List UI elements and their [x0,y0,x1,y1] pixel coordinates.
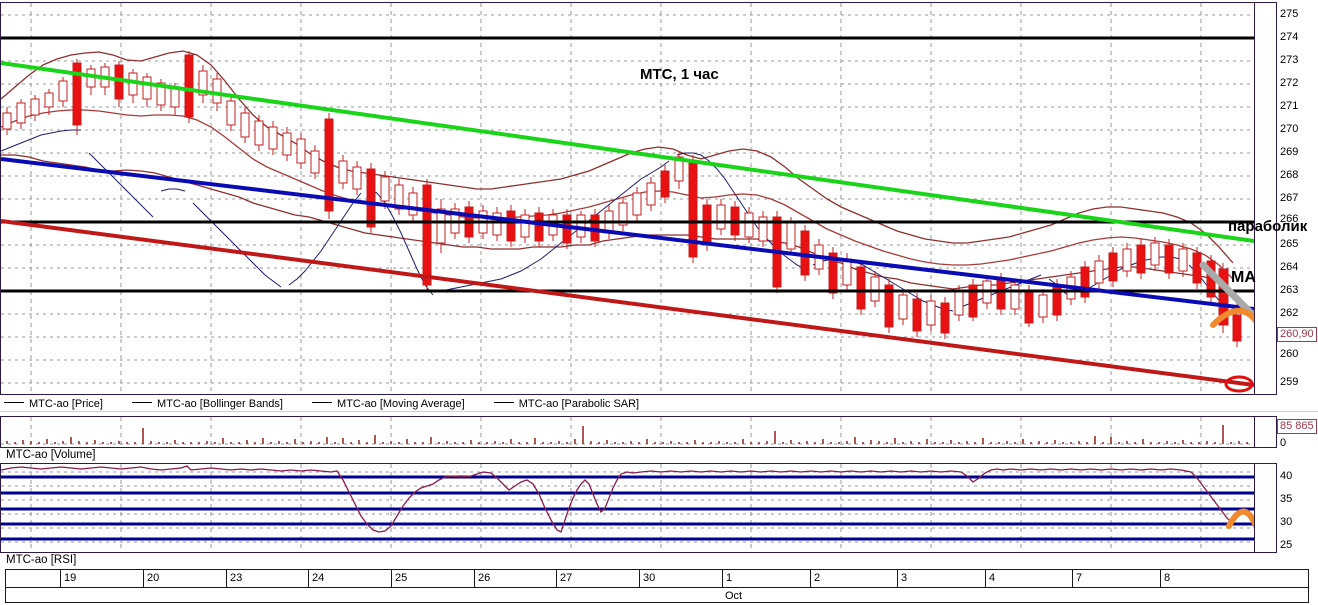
rsi-tick-35: 35 [1280,493,1293,505]
annotation-ma: МА [1231,269,1256,286]
price-tick-271: 271 [1280,100,1299,112]
date-cell-26[interactable]: 26 [474,570,556,587]
chart-title: МТС, 1 час [640,66,719,83]
date-cell-30[interactable]: 30 [639,570,722,587]
rsi-orange-projection [1226,508,1254,530]
legend-label-parabolic-sar: MTC-ao [Parabolic SAR] [518,398,640,410]
rsi-horizontal-gridlines [1,471,1254,543]
price-tick-270: 270 [1280,123,1299,135]
price-tick-272: 272 [1280,77,1299,89]
price-tick-265: 265 [1280,238,1299,250]
price-chart-plot[interactable] [0,2,1255,395]
orange-projection-curve [1210,307,1254,328]
volume-chart-svg [1,417,1254,447]
bollinger-upper-band [1,50,1234,264]
date-cell-7[interactable]: 7 [1072,570,1160,587]
date-cell-24[interactable]: 24 [308,570,391,587]
legend-label-moving-average: MTC-ao [Moving Average] [337,398,465,410]
volume-axis[interactable] [1255,416,1277,448]
volume-zero-label: 0 [1280,437,1287,449]
price-tick-267: 267 [1280,192,1299,204]
bollinger-middle-ma [1,109,1234,280]
annotation-parabolic: параболик [1228,218,1308,235]
price-tick-260: 260 [1280,348,1299,360]
rsi-chart-svg [1,464,1254,552]
rsi-tick-25: 25 [1280,539,1293,551]
current-price-label: 260,90 [1277,327,1317,342]
rsi-line [1,465,1234,533]
rsi-tick-40: 40 [1280,470,1293,482]
date-cell-4[interactable]: 4 [985,570,1072,587]
price-chart-svg [1,3,1254,394]
date-cell-25[interactable]: 25 [391,570,474,587]
price-tick-269: 269 [1280,146,1299,158]
legend-item-price[interactable]: MTC-ao [Price] [4,398,103,410]
legend-item-bollinger[interactable]: MTC-ao [Bollinger Bands] [132,398,283,410]
legend-item-parabolic-sar[interactable]: MTC-ao [Parabolic SAR] [493,398,640,410]
legend-label-bollinger: MTC-ao [Bollinger Bands] [157,398,283,410]
rsi-panel-tag: MTC-ao [RSI] [6,554,77,566]
trendline-blue [1,157,1254,311]
volume-chart-plot[interactable] [0,416,1255,448]
legend-swatch-moving-average [312,401,333,403]
date-cell-1[interactable]: 1 [722,570,810,587]
legend-swatch-bollinger [132,401,153,403]
date-cell-23[interactable]: 23 [226,570,308,587]
rsi-chart-plot[interactable] [0,463,1255,553]
price-tick-263: 263 [1280,284,1299,296]
price-tick-266: 266 [1280,213,1299,225]
date-cell-20[interactable]: 20 [143,570,226,587]
legend-swatch-parabolic-sar [493,401,514,403]
candlestick-series [2,51,1242,347]
price-tick-264: 264 [1280,261,1299,273]
legend-divider [0,411,1318,412]
date-axis-row-days: 19 20 23 24 25 26 27 30 1 2 3 4 7 8 [6,570,1308,587]
signal-ellipse-marker [1224,375,1254,393]
price-tick-262: 262 [1280,307,1299,319]
price-legend: MTC-ao [Price] MTC-ao [Bollinger Bands] … [4,398,665,410]
date-axis[interactable]: 19 20 23 24 25 26 27 30 1 2 3 4 7 8 Oct [5,569,1309,603]
trendline-green [1,61,1254,243]
legend-swatch-price [4,401,24,403]
rsi-level-lines [1,475,1254,541]
volume-value-label: 85 865 [1277,419,1317,434]
date-cell-8[interactable]: 8 [1160,570,1310,587]
price-axis[interactable] [1255,2,1277,395]
volume-bars [6,425,1248,444]
legend-item-moving-average[interactable]: MTC-ao [Moving Average] [312,398,465,410]
price-tick-273: 273 [1280,54,1299,66]
rsi-tick-30: 30 [1280,516,1293,528]
trendline-red [1,219,1254,387]
horizontal-level-lines [1,36,1254,293]
date-cell-27[interactable]: 27 [556,570,639,587]
rsi-axis[interactable] [1255,463,1277,553]
price-tick-259: 259 [1280,376,1299,388]
date-axis-row-month: Oct [6,588,1308,604]
date-cell-blank [6,570,60,587]
date-axis-row-divider [6,587,1308,588]
date-cell-3[interactable]: 3 [897,570,985,587]
date-cell-19[interactable]: 19 [60,570,143,587]
volume-panel-tag: MTC-ao [Volume] [6,449,96,461]
price-tick-275: 275 [1280,8,1299,20]
price-tick-274: 274 [1280,31,1299,43]
date-cell-month-oct[interactable]: Oct [725,590,743,602]
date-cell-month-blank [6,588,722,604]
price-tick-268: 268 [1280,169,1299,181]
legend-label-price: MTC-ao [Price] [29,398,103,410]
date-cell-2[interactable]: 2 [810,570,897,587]
